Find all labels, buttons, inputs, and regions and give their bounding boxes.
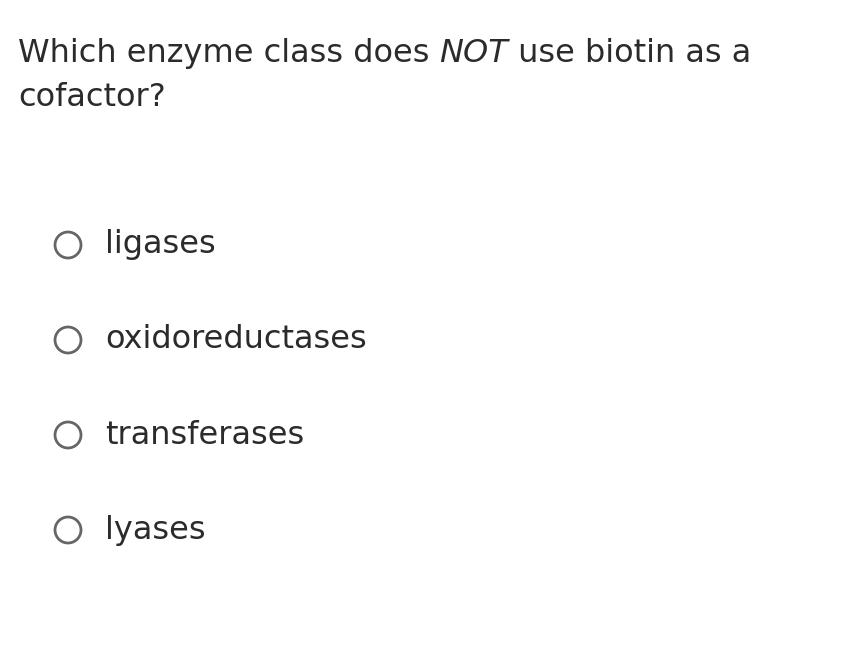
Text: oxidoreductases: oxidoreductases	[105, 324, 367, 356]
Text: transferases: transferases	[105, 419, 304, 451]
Text: lyases: lyases	[105, 515, 206, 545]
Text: cofactor?: cofactor?	[18, 82, 166, 113]
Text: ligases: ligases	[105, 230, 215, 260]
Text: use biotin as a: use biotin as a	[509, 38, 752, 69]
Text: NOT: NOT	[439, 38, 509, 69]
Text: Which enzyme class does: Which enzyme class does	[18, 38, 439, 69]
